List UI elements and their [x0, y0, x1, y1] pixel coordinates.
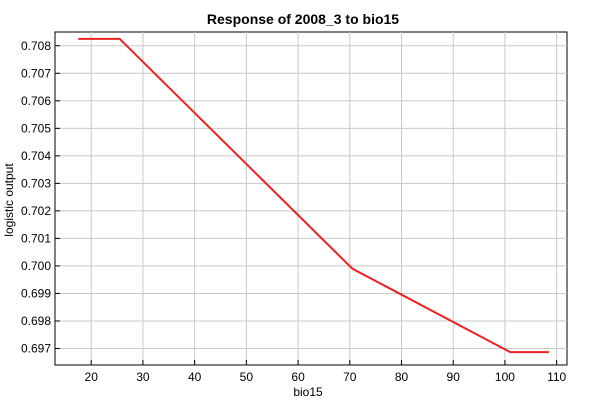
grid-lines	[55, 32, 567, 365]
y-tick-label: 0.700	[21, 259, 51, 273]
y-tick-label: 0.706	[21, 94, 51, 108]
y-tick-label: 0.697	[21, 341, 51, 355]
y-tick-label: 0.702	[21, 204, 51, 218]
x-axis-label: bio15	[293, 385, 323, 399]
x-tick-label: 70	[343, 370, 357, 384]
y-tick-label: 0.701	[21, 231, 51, 245]
x-tick-label: 90	[447, 370, 461, 384]
x-tick-label: 20	[85, 370, 99, 384]
y-tick-label: 0.698	[21, 314, 51, 328]
x-tick-label: 110	[547, 370, 566, 384]
y-axis-label: logistic output	[2, 163, 16, 237]
x-axis-ticks: 20 30 40 50 60 70 80 90 100 110	[85, 360, 567, 384]
y-tick-label: 0.705	[21, 121, 51, 135]
x-tick-label: 100	[495, 370, 515, 384]
chart-title: Response of 2008_3 to bio15	[207, 11, 399, 27]
y-tick-label: 0.704	[21, 149, 51, 163]
x-tick-label: 30	[136, 370, 150, 384]
y-tick-label: 0.703	[21, 176, 51, 190]
x-tick-label: 40	[188, 370, 202, 384]
y-tick-label: 0.708	[21, 39, 51, 53]
y-axis-ticks: 0.697 0.698 0.699 0.700 0.701 0.702 0.703 0.704…	[21, 39, 60, 355]
series-line	[78, 37, 549, 354]
x-tick-label: 80	[395, 370, 409, 384]
y-tick-label: 0.699	[21, 286, 51, 300]
plot-frame	[54, 31, 568, 366]
x-tick-label: 60	[291, 370, 305, 384]
x-tick-label: 50	[240, 370, 254, 384]
series-lines	[78, 37, 549, 354]
y-tick-label: 0.707	[21, 66, 51, 80]
